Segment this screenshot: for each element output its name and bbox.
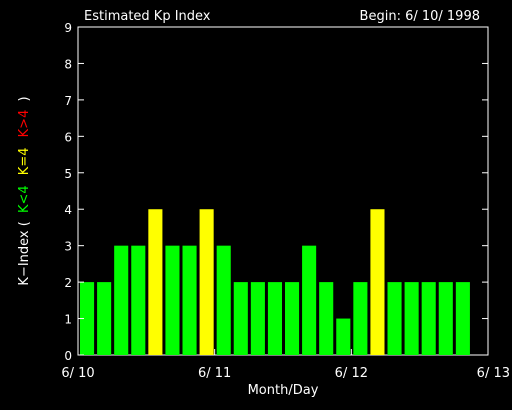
kp-bar bbox=[233, 282, 248, 355]
y-tick-label: 7 bbox=[64, 94, 72, 108]
kp-bar bbox=[285, 282, 300, 355]
x-tick-label: 6/ 11 bbox=[198, 366, 231, 381]
y-axis-label-mid: K=4 bbox=[17, 147, 32, 175]
kp-bar bbox=[353, 282, 368, 355]
x-tick-label: 6/ 12 bbox=[335, 366, 368, 381]
y-tick-label: 5 bbox=[64, 167, 72, 181]
kp-bar bbox=[216, 245, 231, 355]
kp-bar bbox=[319, 282, 334, 355]
y-axis-label-low: K<4 bbox=[17, 185, 32, 213]
kp-bar bbox=[267, 282, 282, 355]
kp-bar bbox=[131, 245, 146, 355]
kp-bar bbox=[421, 282, 436, 355]
kp-bar bbox=[336, 318, 351, 355]
y-axis-label-high: K>4 bbox=[17, 110, 32, 138]
chart-title: Estimated Kp Index bbox=[84, 9, 211, 24]
x-axis-label: Month/Day bbox=[248, 383, 319, 398]
kp-bar bbox=[387, 282, 402, 355]
x-tick-label: 6/ 13 bbox=[477, 366, 510, 381]
bars-group bbox=[80, 209, 470, 355]
kp-bar bbox=[148, 209, 163, 355]
kp-bar bbox=[438, 282, 453, 355]
y-axis-label-prefix: K−Index ( bbox=[17, 221, 32, 285]
y-axis-label: K−Index ( K<4 K=4 K>4 ) bbox=[17, 96, 32, 285]
y-ticks-group: 0 1 2 3 4 5 6 7 8 9 bbox=[64, 21, 488, 363]
kp-bar bbox=[165, 245, 180, 355]
y-tick-label: 8 bbox=[64, 57, 72, 71]
y-tick-label: 4 bbox=[64, 203, 72, 217]
plot-frame bbox=[77, 26, 489, 356]
x-ticks-group: 6/ 10 6/ 11 6/ 12 6/ 13 bbox=[61, 349, 510, 381]
x-tick-label: 6/ 10 bbox=[61, 366, 94, 381]
y-tick-label: 1 bbox=[64, 313, 72, 327]
kp-bar bbox=[80, 282, 95, 355]
kp-bar bbox=[250, 282, 265, 355]
kp-bar bbox=[97, 282, 112, 355]
y-tick-label: 3 bbox=[64, 240, 72, 254]
kp-bar bbox=[404, 282, 419, 355]
y-tick-label: 0 bbox=[64, 349, 72, 363]
y-tick-label: 6 bbox=[64, 130, 72, 144]
kp-bar bbox=[302, 245, 317, 355]
y-axis-label-suffix: ) bbox=[17, 96, 32, 101]
kp-bar bbox=[199, 209, 214, 355]
kp-bar bbox=[182, 245, 197, 355]
y-tick-label: 9 bbox=[64, 21, 72, 35]
chart-subtitle: Begin: 6/ 10/ 1998 bbox=[360, 9, 480, 24]
y-tick-label: 2 bbox=[64, 276, 72, 290]
kp-bar bbox=[114, 245, 129, 355]
kp-bar bbox=[455, 282, 470, 355]
kp-bar bbox=[370, 209, 385, 355]
